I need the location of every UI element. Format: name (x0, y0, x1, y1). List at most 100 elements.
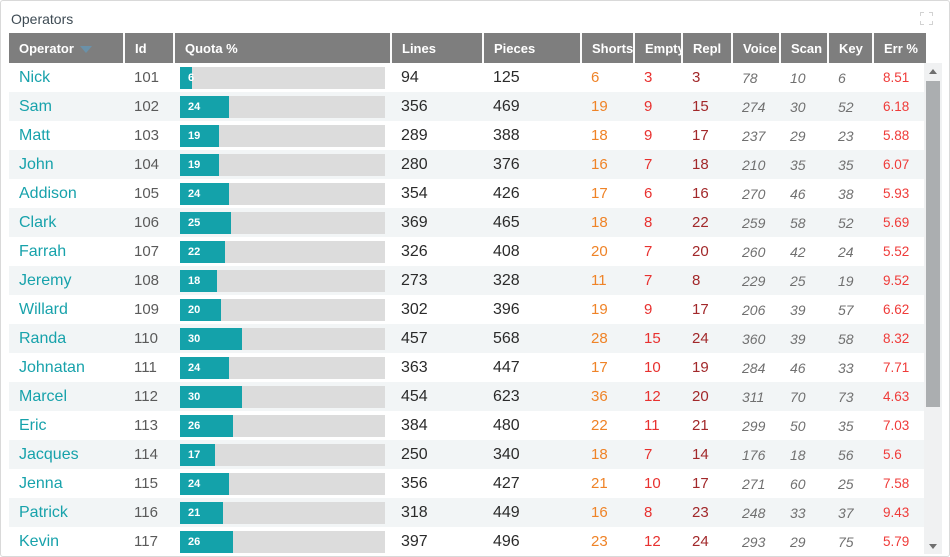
cell-err: 9.52 (873, 266, 926, 295)
cell-pieces: 426 (483, 179, 581, 208)
cell-operator[interactable]: Sam (9, 92, 124, 121)
cell-operator[interactable]: Randa (9, 324, 124, 353)
quota-bar-value: 30 (188, 332, 201, 345)
table-row[interactable]: Patrick 116 21 318 449 16 8 23 248 33 37 9.43 (9, 498, 926, 527)
column-header-shorts[interactable]: Shorts (581, 33, 635, 63)
cell-repl: 18 (682, 150, 732, 179)
table-row[interactable]: Nick 101 6 94 125 6 3 3 78 10 6 8.51 (9, 63, 926, 92)
cell-lines: 356 (391, 469, 483, 498)
quota-bar-fill (180, 298, 221, 321)
cell-lines: 250 (391, 440, 483, 469)
cell-key: 38 (828, 179, 873, 208)
cell-lines: 397 (391, 527, 483, 556)
cell-shorts: 18 (581, 440, 634, 469)
cell-operator[interactable]: Nick (9, 63, 124, 92)
table-row[interactable]: Jacques 114 17 250 340 18 7 14 176 18 56 5.6 (9, 440, 926, 469)
table-row[interactable]: Willard 109 20 302 396 19 9 17 206 39 57 6.62 (9, 295, 926, 324)
cell-operator[interactable]: Jenna (9, 469, 124, 498)
cell-err: 9.43 (873, 498, 926, 527)
table-row[interactable]: Jenna 115 24 356 427 21 10 17 271 60 25 7.58 (9, 469, 926, 498)
cell-repl: 24 (682, 324, 732, 353)
cell-quota: 24 (174, 179, 391, 208)
scrollbar-track[interactable] (924, 79, 942, 538)
table-row[interactable]: Jeremy 108 18 273 328 11 7 8 229 25 19 9.52 (9, 266, 926, 295)
cell-id: 109 (124, 295, 174, 324)
cell-operator[interactable]: Jacques (9, 440, 124, 469)
cell-operator[interactable]: Jeremy (9, 266, 124, 295)
cell-shorts: 36 (581, 382, 634, 411)
column-header-label: Pieces (494, 40, 536, 56)
column-header-pieces[interactable]: Pieces (483, 33, 582, 63)
cell-err: 7.03 (873, 411, 926, 440)
column-header-lines[interactable]: Lines (391, 33, 484, 63)
cell-scan: 29 (780, 121, 828, 150)
table-row[interactable]: Clark 106 25 369 465 18 8 22 259 58 52 5.69 (9, 208, 926, 237)
operators-table: Operator Id Quota % Lines Pieces Shorts Empty R… (9, 33, 926, 556)
table-row[interactable]: Randa 110 30 457 568 28 15 24 360 39 58 8.32 (9, 324, 926, 353)
cell-lines: 273 (391, 266, 483, 295)
cell-scan: 60 (780, 469, 828, 498)
column-header-repl[interactable]: Repl (682, 33, 733, 63)
cell-scan: 10 (780, 63, 828, 92)
cell-key: 58 (828, 324, 873, 353)
column-header-scan[interactable]: Scan (780, 33, 829, 63)
cell-key: 35 (828, 411, 873, 440)
quota-bar-track: 24 (180, 472, 385, 495)
cell-key: 52 (828, 92, 873, 121)
cell-operator[interactable]: Kevin (9, 527, 124, 556)
column-header-voice[interactable]: Voice (732, 33, 781, 63)
cell-operator[interactable]: Marcel (9, 382, 124, 411)
cell-quota: 22 (174, 237, 391, 266)
cell-pieces: 449 (483, 498, 581, 527)
cell-operator[interactable]: Willard (9, 295, 124, 324)
quota-bar-fill (180, 240, 226, 263)
cell-operator[interactable]: John (9, 150, 124, 179)
scroll-down-button[interactable] (924, 538, 942, 554)
column-header-empty[interactable]: Empty (634, 33, 683, 63)
cell-operator[interactable]: Eric (9, 411, 124, 440)
table-row[interactable]: Eric 113 26 384 480 22 11 21 299 50 35 7.03 (9, 411, 926, 440)
cell-operator[interactable]: Farrah (9, 237, 124, 266)
table-row[interactable]: Matt 103 19 289 388 18 9 17 237 29 23 5.88 (9, 121, 926, 150)
column-header-id[interactable]: Id (124, 33, 175, 63)
cell-operator[interactable]: Clark (9, 208, 124, 237)
scrollbar-thumb[interactable] (926, 81, 940, 407)
cell-repl: 23 (682, 498, 732, 527)
table-row[interactable]: Kevin 117 26 397 496 23 12 24 293 29 75 5.79 (9, 527, 926, 556)
cell-quota: 24 (174, 353, 391, 382)
cell-empty: 6 (634, 179, 682, 208)
cell-shorts: 20 (581, 237, 634, 266)
cell-key: 23 (828, 121, 873, 150)
cell-repl: 20 (682, 237, 732, 266)
cell-voice: 237 (732, 121, 780, 150)
table-row[interactable]: John 104 19 280 376 16 7 18 210 35 35 6.07 (9, 150, 926, 179)
table-row[interactable]: Addison 105 24 354 426 17 6 16 270 46 38 5.93 (9, 179, 926, 208)
vertical-scrollbar[interactable] (924, 63, 942, 554)
quota-bar-track: 24 (180, 356, 385, 379)
cell-id: 107 (124, 237, 174, 266)
table-row[interactable]: Sam 102 24 356 469 19 9 15 274 30 52 6.18 (9, 92, 926, 121)
expand-icon[interactable] (920, 12, 933, 25)
cell-id: 104 (124, 150, 174, 179)
column-header-key[interactable]: Key (828, 33, 874, 63)
quota-bar-value: 20 (188, 303, 201, 316)
column-header-err[interactable]: Err % (873, 33, 926, 63)
quota-bar-value: 19 (188, 129, 201, 142)
column-header-quota[interactable]: Quota % (174, 33, 392, 63)
cell-lines: 289 (391, 121, 483, 150)
cell-operator[interactable]: Matt (9, 121, 124, 150)
scroll-up-button[interactable] (924, 63, 942, 79)
table-row[interactable]: Farrah 107 22 326 408 20 7 20 260 42 24 5.52 (9, 237, 926, 266)
table-row[interactable]: Johnatan 111 24 363 447 17 10 19 284 46 33 7.71 (9, 353, 926, 382)
column-header-label: Quota % (185, 40, 238, 56)
table-row[interactable]: Marcel 112 30 454 623 36 12 20 311 70 73 4.63 (9, 382, 926, 411)
cell-operator[interactable]: Addison (9, 179, 124, 208)
cell-shorts: 18 (581, 121, 634, 150)
column-header-label: Voice (743, 40, 777, 56)
cell-repl: 17 (682, 121, 732, 150)
cell-operator[interactable]: Johnatan (9, 353, 124, 382)
panel-header: Operators (1, 1, 949, 32)
cell-operator[interactable]: Patrick (9, 498, 124, 527)
cell-quota: 30 (174, 382, 391, 411)
column-header-operator[interactable]: Operator (9, 33, 125, 63)
